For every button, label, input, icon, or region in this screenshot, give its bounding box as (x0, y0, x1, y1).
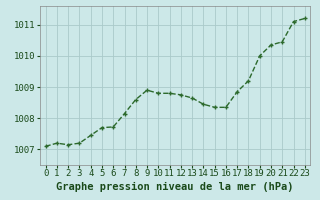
X-axis label: Graphe pression niveau de la mer (hPa): Graphe pression niveau de la mer (hPa) (56, 182, 294, 192)
